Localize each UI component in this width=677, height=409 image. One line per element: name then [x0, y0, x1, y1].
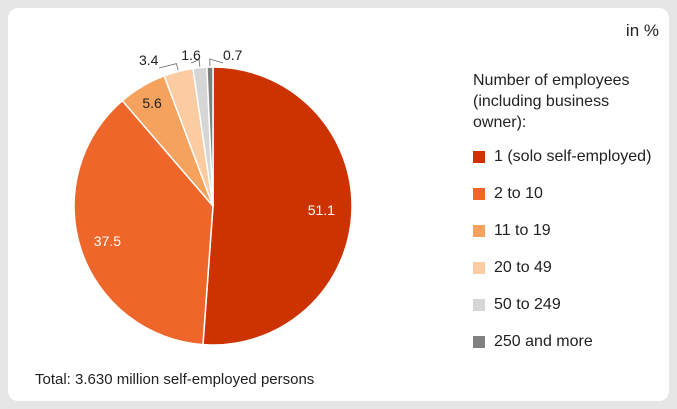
unit-label: in % [625, 21, 659, 40]
legend-item-1-solo-self-employed: 1 (solo self-employed) [473, 148, 651, 165]
pie-slice-2-to-10 [73, 99, 214, 346]
legend-label-20-to-49: 20 to 49 [494, 258, 552, 276]
legend-item-250-and-more: 250 and more [473, 333, 651, 350]
footnote: Total: 3.630 million self-employed perso… [35, 371, 315, 388]
legend-item-50-to-249: 50 to 249 [473, 296, 651, 313]
value-label-1-solo-self-employed: 51.1 [308, 202, 335, 218]
value-label-11-to-19: 5.6 [142, 95, 162, 111]
chart-card: in % 51.1 37.5 5.6 3.4 1.6 0.7 Number of empl… [8, 8, 669, 401]
legend-label-2-to-10: 2 to 10 [494, 184, 543, 202]
value-label-50-to-249: 1.6 [181, 47, 201, 63]
pie-slice-250-and-more [206, 66, 214, 207]
legend-swatch-2-to-10 [473, 187, 485, 200]
value-label-20-to-49: 3.4 [139, 52, 159, 68]
legend-label-1-solo-self-employed: 1 (solo self-employed) [494, 147, 652, 165]
legend-label-11-to-19: 11 to 19 [494, 221, 551, 239]
leader-line-250-and-more [209, 58, 224, 67]
leader-line-50-to-249 [190, 59, 201, 67]
pie-chart: 51.1 37.5 5.6 3.4 1.6 0.7 [73, 47, 353, 346]
legend-label-250-and-more: 250 and more [494, 332, 593, 350]
legend-swatch-11-to-19 [473, 224, 485, 237]
legend-swatch-1-solo-self-employed [473, 150, 485, 163]
legend-item-20-to-49: 20 to 49 [473, 259, 651, 276]
legend-title: Number of employees (including business … [473, 72, 630, 131]
legend-swatch-50-to-249 [473, 298, 485, 311]
leader-line-20-to-49 [158, 63, 179, 71]
value-label-250-and-more: 0.7 [223, 47, 243, 63]
legend-item-11-to-19: 11 to 19 [473, 222, 651, 239]
value-label-2-to-10: 37.5 [94, 233, 121, 249]
legend-item-2-to-10: 2 to 10 [473, 185, 651, 202]
legend-swatch-250-and-more [473, 335, 485, 348]
legend: 1 (solo self-employed) 2 to 10 11 to 19 20 … [473, 148, 651, 370]
legend-swatch-20-to-49 [473, 261, 485, 274]
pie-slice-1-solo-self-employed [202, 66, 353, 346]
legend-label-50-to-249: 50 to 249 [494, 295, 561, 313]
